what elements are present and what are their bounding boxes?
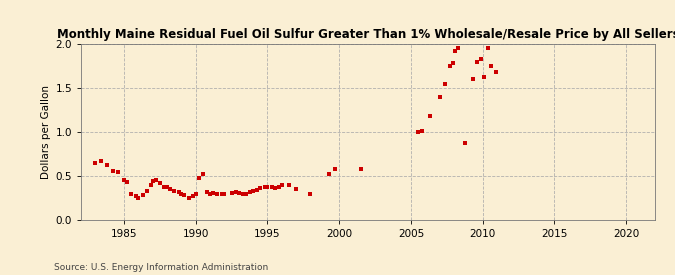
Point [305,191,316,196]
Point [90,161,101,165]
Point [96,159,107,163]
Point [147,179,158,183]
Point [460,140,470,145]
Point [259,185,270,190]
Point [226,191,237,195]
Point [119,177,130,182]
Point [238,191,248,196]
Point [240,191,251,196]
Point [447,61,458,65]
Point [133,196,144,200]
Point [230,190,241,194]
Point [173,190,184,194]
Point [150,178,161,183]
Point [329,167,340,171]
Point [176,191,187,196]
Point [193,175,204,180]
Point [122,180,132,184]
Point [490,70,501,74]
Point [169,189,180,193]
Point [486,64,497,68]
Point [424,114,435,118]
Point [479,75,489,80]
Point [434,95,445,99]
Point [245,190,256,194]
Point [101,162,112,167]
Point [126,191,136,196]
Point [248,189,259,193]
Point [417,129,428,133]
Point [324,172,335,177]
Point [183,196,194,200]
Point [269,186,280,191]
Point [291,187,302,191]
Point [252,188,263,192]
Title: Monthly Maine Residual Fuel Oil Sulfur Greater Than 1% Wholesale/Resale Price by: Monthly Maine Residual Fuel Oil Sulfur G… [57,28,675,42]
Point [444,64,455,68]
Text: Source: U.S. Energy Information Administration: Source: U.S. Energy Information Administ… [54,263,268,272]
Point [113,169,124,174]
Point [202,190,213,194]
Point [159,184,169,189]
Point [161,185,172,190]
Point [450,49,461,53]
Point [483,46,493,51]
Point [198,172,209,177]
Point [476,57,487,61]
Point [107,169,118,173]
Point [155,181,165,185]
Point [453,46,464,51]
Point [467,77,478,81]
Point [190,191,201,196]
Point [267,185,277,190]
Point [273,184,284,189]
Point [412,130,423,134]
Point [165,187,176,191]
Point [440,81,451,86]
Point [137,193,148,197]
Point [262,184,273,189]
Point [142,189,153,193]
Point [219,191,230,196]
Point [212,191,223,196]
Point [207,191,218,195]
Point [130,194,141,199]
Y-axis label: Dollars per Gallon: Dollars per Gallon [41,85,51,179]
Point [205,191,215,196]
Point [276,183,287,187]
Point [255,186,266,191]
Point [146,183,157,187]
Point [179,193,190,197]
Point [471,59,482,64]
Point [216,192,227,197]
Point [234,191,244,195]
Point [355,167,366,171]
Point [284,183,294,187]
Point [188,194,198,199]
